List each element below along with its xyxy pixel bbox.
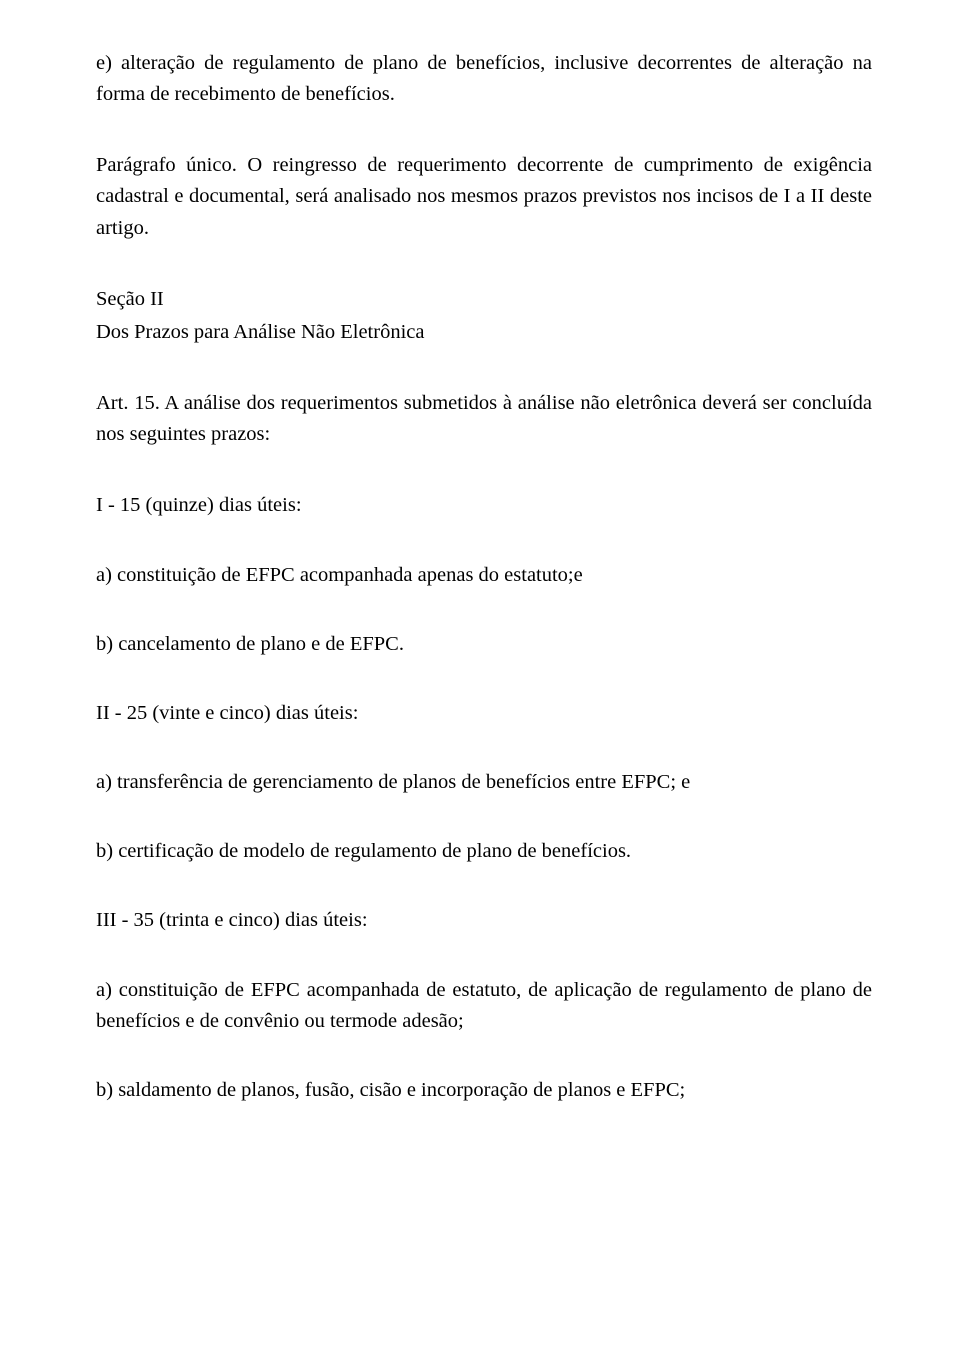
paragraph-unico: Parágrafo único. O reingresso de requeri… xyxy=(96,150,872,243)
inciso-iii-lead: III - 35 (trinta e cinco) dias úteis: xyxy=(96,905,872,936)
section-ii-subheading: Dos Prazos para Análise Não Eletrônica xyxy=(96,317,872,348)
inciso-i-b: b) cancelamento de plano e de EFPC. xyxy=(96,629,872,660)
inciso-ii-b: b) certificação de modelo de regulamento… xyxy=(96,836,872,867)
clause-e: e) alteração de regulamento de plano de … xyxy=(96,48,872,110)
inciso-iii-b: b) saldamento de planos, fusão, cisão e … xyxy=(96,1075,872,1106)
inciso-i-a: a) constituição de EFPC acompanhada apen… xyxy=(96,560,872,591)
inciso-ii-lead: II - 25 (vinte e cinco) dias úteis: xyxy=(96,698,872,729)
article-15: Art. 15. A análise dos requerimentos sub… xyxy=(96,388,872,450)
inciso-ii-a: a) transferência de gerenciamento de pla… xyxy=(96,767,872,798)
inciso-i-lead: I - 15 (quinze) dias úteis: xyxy=(96,490,872,521)
section-ii-heading: Seção II xyxy=(96,284,872,315)
inciso-iii-a: a) constituição de EFPC acompanhada de e… xyxy=(96,975,872,1037)
